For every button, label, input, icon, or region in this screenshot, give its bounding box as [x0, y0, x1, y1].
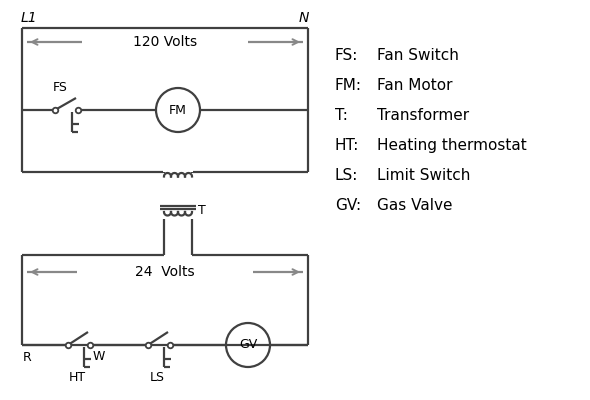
Text: 24  Volts: 24 Volts: [135, 265, 195, 279]
Text: FS:: FS:: [335, 48, 358, 63]
Text: 120 Volts: 120 Volts: [133, 35, 197, 49]
Text: Fan Motor: Fan Motor: [377, 78, 453, 93]
Text: T: T: [198, 204, 206, 216]
Text: Heating thermostat: Heating thermostat: [377, 138, 527, 153]
Text: Gas Valve: Gas Valve: [377, 198, 453, 213]
Text: GV:: GV:: [335, 198, 361, 213]
Text: Fan Switch: Fan Switch: [377, 48, 459, 63]
Text: N: N: [299, 11, 309, 25]
Text: FS: FS: [53, 81, 68, 94]
Text: LS:: LS:: [335, 168, 358, 183]
Text: LS: LS: [149, 371, 165, 384]
Text: Transformer: Transformer: [377, 108, 469, 123]
Text: GV: GV: [239, 338, 257, 352]
Text: FM:: FM:: [335, 78, 362, 93]
Text: W: W: [93, 350, 106, 363]
Text: HT: HT: [68, 371, 86, 384]
Text: Limit Switch: Limit Switch: [377, 168, 470, 183]
Text: R: R: [23, 351, 32, 364]
Text: L1: L1: [21, 11, 38, 25]
Text: T:: T:: [335, 108, 348, 123]
Text: FM: FM: [169, 104, 187, 116]
Text: HT:: HT:: [335, 138, 359, 153]
